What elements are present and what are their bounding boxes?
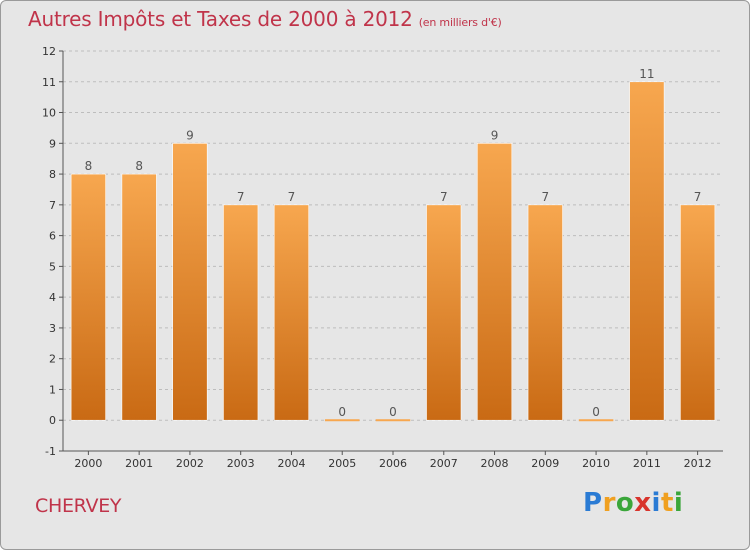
bar-2012 bbox=[680, 204, 716, 421]
x-tick-label: 2000 bbox=[74, 457, 102, 470]
data-label: 8 bbox=[85, 159, 93, 173]
data-label: 0 bbox=[592, 405, 600, 419]
data-label: 7 bbox=[288, 190, 296, 204]
logo-letter: o bbox=[615, 488, 635, 518]
y-tick-label: 7 bbox=[49, 199, 56, 212]
place-name: CHERVEY bbox=[35, 495, 122, 517]
data-label-layer: 8 8 9 7 7 0 0 7 9 7 0 11 7 bbox=[85, 67, 702, 419]
data-label: 11 bbox=[639, 67, 654, 81]
y-tick-label: 1 bbox=[49, 383, 56, 396]
logo-letter: i bbox=[651, 488, 661, 518]
bar-2004 bbox=[273, 204, 310, 421]
bar-2002 bbox=[172, 143, 208, 421]
data-label: 9 bbox=[186, 128, 194, 142]
x-tick-label: 2012 bbox=[684, 457, 712, 470]
logo-letter: P bbox=[583, 488, 603, 518]
bar-2001 bbox=[121, 173, 157, 421]
bar-2006 bbox=[375, 419, 411, 422]
data-label: 9 bbox=[491, 128, 499, 142]
y-tick-label: 4 bbox=[49, 291, 56, 304]
x-tick-label: 2010 bbox=[582, 457, 610, 470]
data-label: 0 bbox=[338, 405, 346, 419]
data-label: 7 bbox=[237, 190, 245, 204]
y-tick-label: 9 bbox=[49, 137, 56, 150]
logo-letter: t bbox=[660, 488, 674, 518]
logo-letter: r bbox=[602, 488, 616, 518]
x-tick-label: 2011 bbox=[633, 457, 661, 470]
x-tick-label: 2003 bbox=[227, 457, 255, 470]
y-tick-label: 5 bbox=[49, 260, 56, 273]
y-tick-label: 10 bbox=[42, 107, 56, 120]
data-label: 8 bbox=[135, 159, 143, 173]
bar-2000 bbox=[70, 173, 106, 421]
y-tick-label: 12 bbox=[42, 45, 56, 58]
grid-layer bbox=[63, 50, 723, 452]
bar-2011 bbox=[629, 81, 665, 421]
bar-2003 bbox=[223, 204, 259, 421]
bar-layer bbox=[70, 81, 716, 422]
data-label: 7 bbox=[440, 190, 448, 204]
bar-2009 bbox=[527, 204, 563, 421]
y-tick-label: 11 bbox=[42, 76, 56, 89]
y-tick-label: 6 bbox=[49, 230, 56, 243]
logo-letter: x bbox=[634, 488, 652, 518]
x-tick-label: 2008 bbox=[481, 457, 509, 470]
x-tick-label: 2001 bbox=[125, 457, 153, 470]
bar-2010 bbox=[578, 419, 614, 422]
unit-note: (en milliers d'€) bbox=[418, 16, 502, 29]
bar-2005 bbox=[324, 419, 360, 422]
y-tick-label: 3 bbox=[49, 322, 56, 335]
data-label: 7 bbox=[694, 190, 702, 204]
x-tick-label: 2002 bbox=[176, 457, 204, 470]
x-tick-label: 2004 bbox=[277, 457, 305, 470]
data-label: 0 bbox=[389, 405, 397, 419]
logo-letter: i bbox=[673, 488, 684, 518]
x-tick-label: 2009 bbox=[531, 457, 559, 470]
x-tick-label: 2007 bbox=[430, 457, 458, 470]
chart-title-text: Autres Impôts et Taxes de 2000 à 2012 bbox=[28, 7, 413, 31]
y-tick-label: 0 bbox=[49, 414, 56, 427]
x-tick-label: 2005 bbox=[328, 457, 356, 470]
y-tick-label: 8 bbox=[49, 168, 56, 181]
bar-2007 bbox=[426, 204, 462, 421]
data-label: 7 bbox=[541, 190, 549, 204]
y-tick-label: 2 bbox=[49, 353, 56, 366]
proxiti-logo[interactable]: Proxiti bbox=[583, 488, 683, 518]
x-tick-label: 2006 bbox=[379, 457, 407, 470]
bar-2008 bbox=[476, 143, 513, 421]
y-tick-label: -1 bbox=[45, 445, 56, 458]
chart-title: Autres Impôts et Taxes de 2000 à 2012 (en… bbox=[28, 7, 502, 31]
